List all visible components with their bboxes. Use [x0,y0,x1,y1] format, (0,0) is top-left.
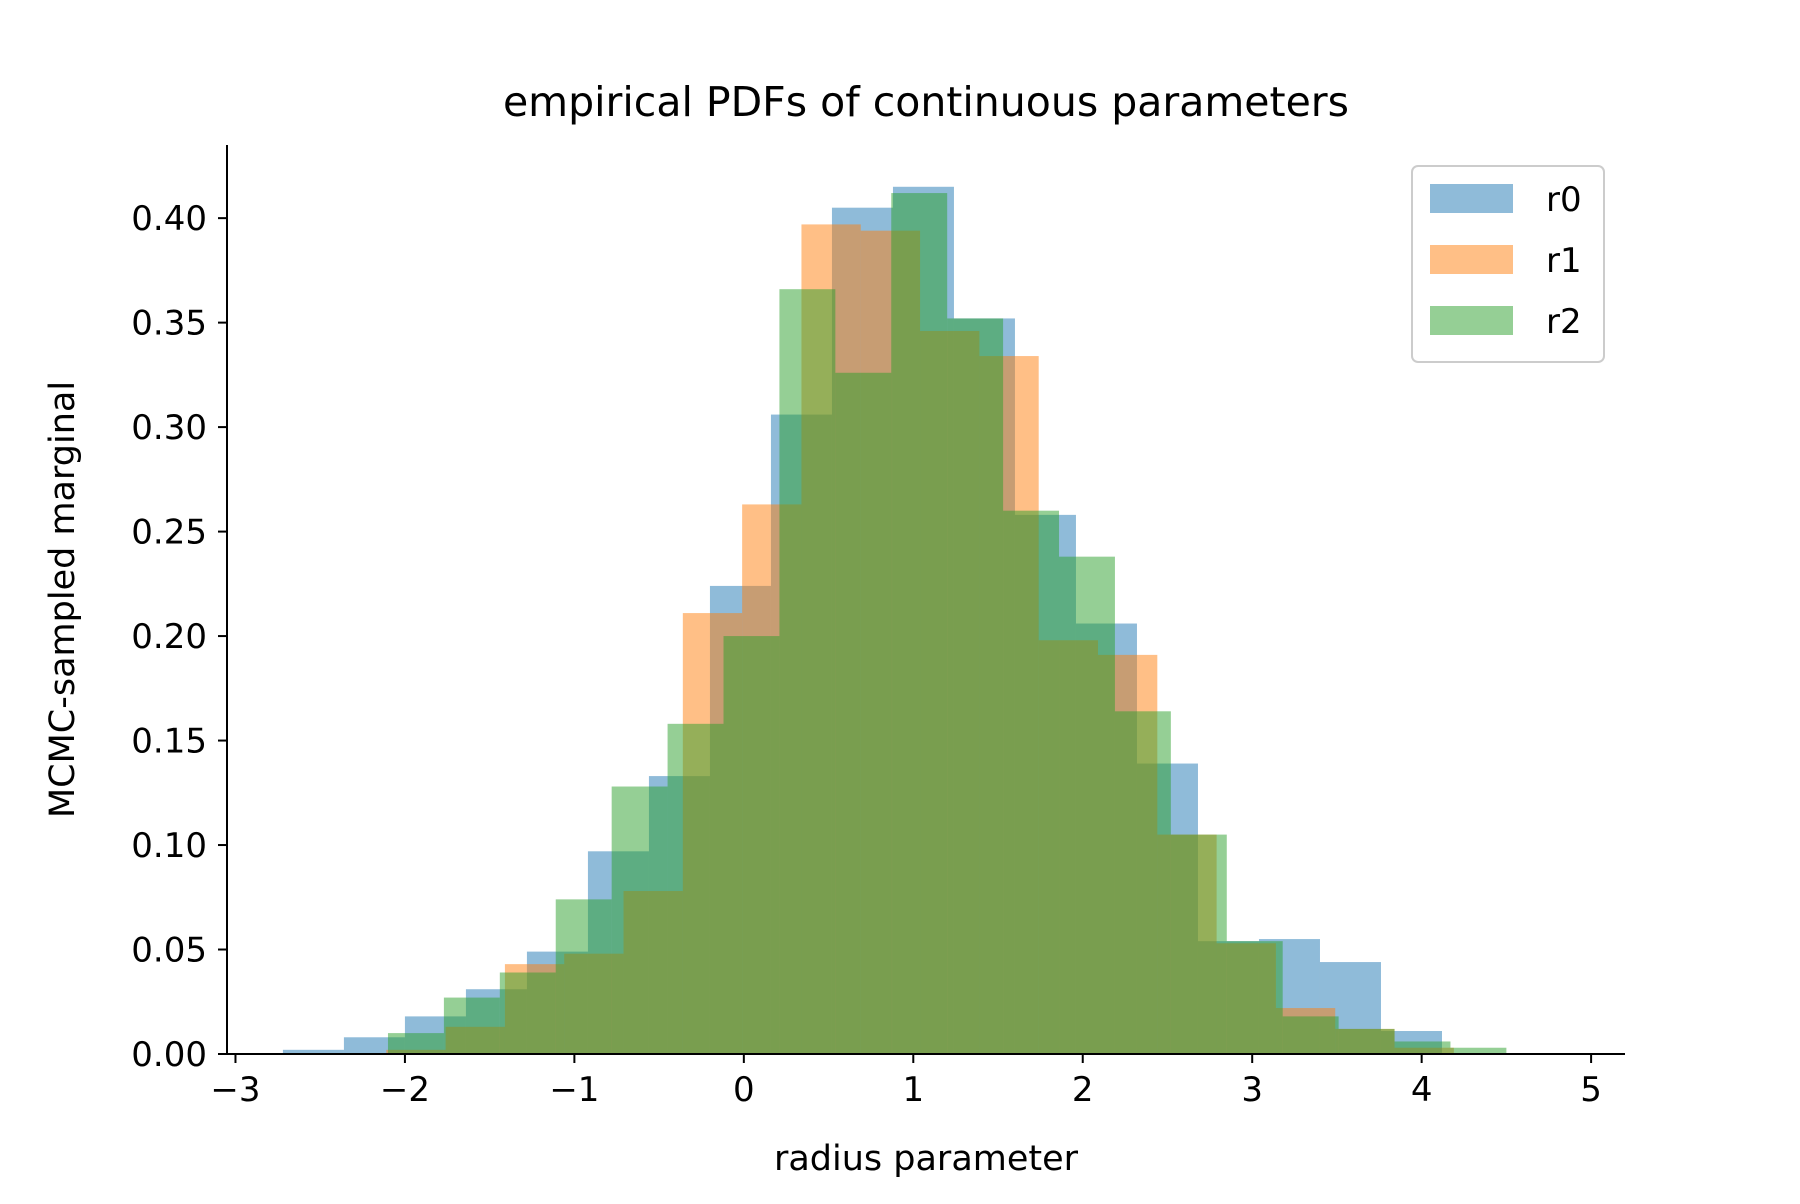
legend-label-r1: r1 [1546,241,1582,281]
bar-r2-10 [947,318,1004,1054]
x-tick-label: −1 [549,1070,599,1110]
bar-r2-7 [779,289,836,1054]
x-tick-label: 0 [733,1070,755,1110]
y-tick-label: 0.30 [131,408,207,448]
bar-r2-16 [1282,1016,1339,1054]
legend-swatch-r0 [1430,184,1513,213]
chart-title: empirical PDFs of continuous parameters [503,78,1349,126]
legend-swatch-r1 [1430,245,1513,274]
y-tick-label: 0.35 [131,304,207,344]
bar-r2-6 [723,636,780,1054]
x-tick-label: 2 [1072,1070,1094,1110]
y-tick-label: 0.15 [131,722,207,762]
bar-r2-15 [1226,941,1283,1054]
bar-r2-2 [499,972,556,1054]
bar-r2-12 [1059,556,1115,1054]
bar-r2-5 [667,723,724,1054]
bar-r2-0 [387,1033,444,1054]
y-tick-label: 0.20 [131,617,207,657]
y-axis-label: MCMC-sampled marginal [43,381,83,818]
bar-r2-11 [1003,510,1060,1054]
y-tick-label: 0.10 [131,826,207,866]
x-tick-label: 3 [1241,1070,1263,1110]
bar-r2-13 [1114,711,1171,1054]
bar-r2-19 [1450,1047,1507,1054]
bar-r2-18 [1394,1041,1451,1054]
x-tick-label: 1 [902,1070,924,1110]
bar-r0-0 [282,1049,344,1054]
bar-r2-17 [1338,1028,1395,1054]
legend-label-r2: r2 [1546,302,1582,342]
y-tick-label: 0.05 [131,931,207,971]
bar-r2-9 [891,193,948,1054]
x-axis-label: radius parameter [774,1139,1079,1179]
x-tick-label: 5 [1580,1070,1602,1110]
y-tick-label: 0.25 [131,513,207,553]
y-tick-label: 0.00 [131,1035,207,1075]
legend-label-r0: r0 [1546,180,1582,220]
x-tick-label: −2 [380,1070,430,1110]
bar-r2-3 [555,899,612,1054]
bar-r2-14 [1170,834,1227,1054]
bar-r2-1 [443,997,500,1054]
legend-swatch-r2 [1430,306,1513,335]
bar-r2-4 [611,786,668,1054]
series-r2-bars [387,193,1507,1054]
bar-r2-8 [835,372,892,1054]
x-tick-label: −3 [210,1070,260,1110]
legend: r0 r1 r2 [1411,165,1605,363]
x-tick-label: 4 [1411,1070,1433,1110]
y-tick-label: 0.40 [131,199,207,239]
histogram-bars [282,186,1507,1055]
